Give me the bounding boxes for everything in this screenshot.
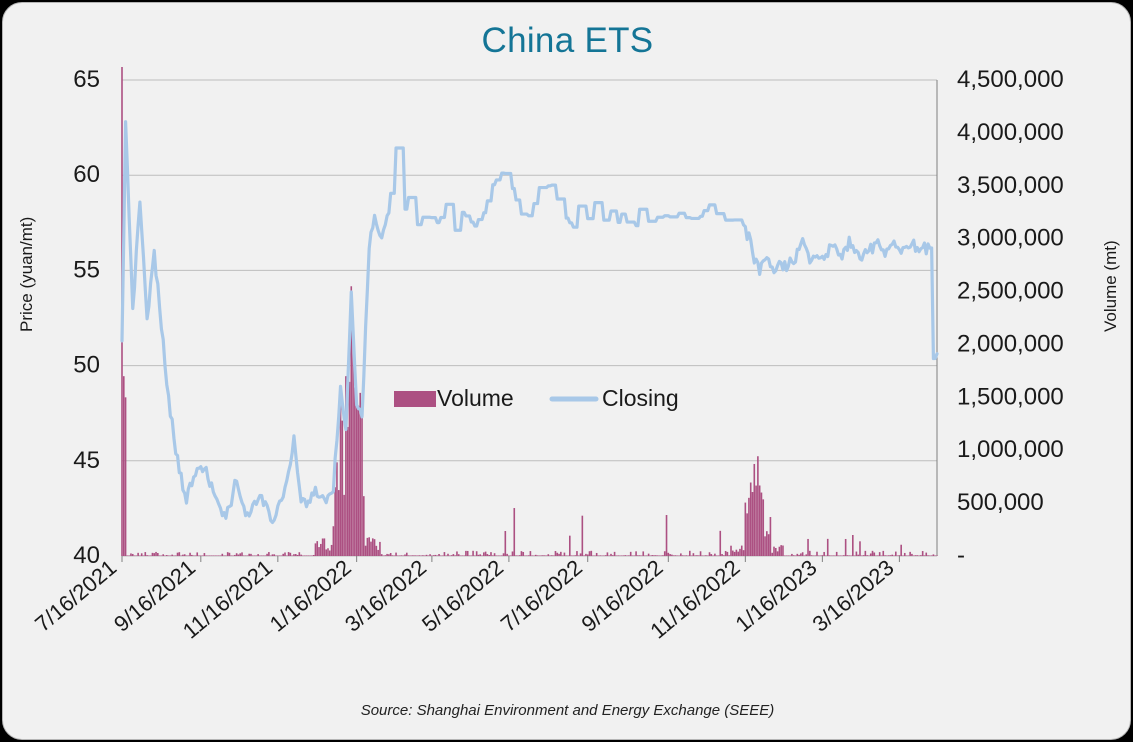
svg-text:3/16/2023: 3/16/2023: [808, 555, 899, 637]
svg-text:55: 55: [73, 256, 100, 283]
svg-text:1/16/2022: 1/16/2022: [265, 555, 356, 637]
svg-text:1,000,000: 1,000,000: [957, 436, 1064, 463]
svg-text:1,500,000: 1,500,000: [957, 383, 1064, 410]
svg-text:5/16/2022: 5/16/2022: [417, 555, 508, 637]
svg-text:-: -: [957, 542, 965, 569]
svg-text:500,000: 500,000: [957, 489, 1044, 516]
svg-text:4,500,000: 4,500,000: [957, 67, 1064, 93]
svg-text:3,000,000: 3,000,000: [957, 225, 1064, 252]
svg-text:50: 50: [73, 352, 100, 379]
svg-text:2,500,000: 2,500,000: [957, 278, 1064, 305]
svg-text:60: 60: [73, 161, 100, 188]
svg-text:45: 45: [73, 447, 100, 474]
svg-text:4,000,000: 4,000,000: [957, 119, 1064, 146]
svg-text:65: 65: [73, 67, 100, 93]
svg-text:2,000,000: 2,000,000: [957, 330, 1064, 357]
svg-text:3/16/2022: 3/16/2022: [340, 555, 431, 637]
svg-text:1/16/2023: 1/16/2023: [731, 555, 822, 637]
svg-text:7/16/2022: 7/16/2022: [496, 555, 587, 637]
svg-text:Volume: Volume: [437, 385, 514, 411]
svg-text:Closing: Closing: [602, 385, 679, 411]
svg-text:3,500,000: 3,500,000: [957, 172, 1064, 199]
